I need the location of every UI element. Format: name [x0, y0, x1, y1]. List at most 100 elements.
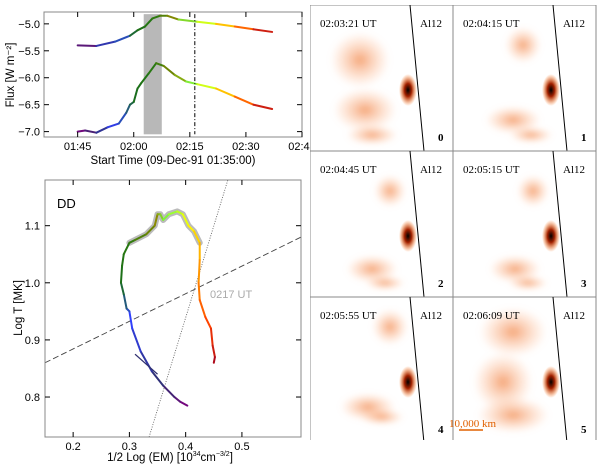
x-tick-label: 0.5	[234, 441, 249, 453]
flux-chart: 01:45 02:00 02:15 02:30 02:45 −5.0 −5.5 −6.0 −6.…	[5, 11, 310, 167]
flux-series-1-segment	[162, 64, 176, 77]
panel-index: 1	[581, 132, 587, 144]
solar-limb-line	[552, 5, 568, 152]
trajectory-segment	[173, 396, 182, 403]
x-tick-label: 02:00	[120, 141, 148, 153]
trajectory-segment	[197, 258, 201, 284]
image-panel-5: 02:06:09 UT Al12 5	[452, 296, 597, 440]
trajectory-segment	[145, 224, 156, 236]
x-tick-label: 0.4	[178, 441, 193, 453]
flare-kernel	[542, 220, 560, 252]
trajectory-segment	[162, 213, 170, 221]
trajectory-segment	[150, 370, 165, 387]
dd-plot-frame	[44, 179, 302, 438]
trajectory-segment	[153, 213, 159, 227]
flux-series-1-segment	[140, 72, 150, 85]
dd-title: DD	[57, 196, 76, 211]
trajectory-segment	[193, 230, 201, 244]
trajectory-segment	[121, 253, 125, 267]
trajectory-segment	[128, 310, 134, 330]
image-panel-4: 02:05:55 UT Al12 4	[310, 296, 454, 440]
dd-ylabel: Log T [MK]	[13, 280, 25, 336]
y-tick-label: −6.5	[18, 100, 40, 112]
trajectory-segment	[119, 264, 124, 284]
y-tick-label: −5.5	[18, 46, 40, 58]
panel-index: 5	[581, 424, 587, 436]
flux-series-0-segment	[136, 25, 146, 32]
dashed-line	[45, 236, 301, 364]
panel-filter: Al12	[420, 18, 442, 30]
emission-image	[330, 32, 398, 145]
flare-kernel	[542, 366, 560, 398]
panel-time: 02:03:21 UT	[320, 18, 377, 30]
trajectory-segment	[209, 327, 214, 347]
image-panels: 02:03:21 UT Al12 0 02:04:15 UT Al12 1 02:04:45…	[310, 5, 597, 440]
panel-filter: Al12	[563, 18, 585, 30]
x-tick-label: 0.2	[65, 441, 80, 453]
emission-image	[485, 27, 553, 143]
flare-kernel	[542, 74, 560, 106]
flux-series-1-segment	[233, 95, 255, 106]
trajectory-segment	[131, 327, 142, 353]
flux-plot-frame	[43, 11, 303, 138]
flare-kernel	[399, 74, 417, 106]
x-tick-label: 02:15	[176, 141, 204, 153]
emission-image	[489, 175, 549, 290]
y-tick-label: −5.0	[18, 19, 40, 31]
solar-limb-line	[409, 296, 425, 440]
flux-series-1-segment	[155, 62, 165, 67]
flux-xlabel: Start Time (09-Dec-91 01:35:00)	[91, 155, 256, 167]
flux-series-0-segment	[233, 25, 255, 31]
trajectory-segment	[119, 281, 125, 296]
trajectory-segment	[162, 384, 176, 399]
trajectory-segment	[167, 210, 179, 216]
trajectory-segment	[134, 233, 148, 241]
flux-series-0-segment	[114, 34, 131, 43]
panel-filter: Al12	[563, 164, 585, 176]
scale-bar-label: 10,000 km	[449, 418, 497, 430]
image-panel-0: 02:03:21 UT Al12 0	[310, 5, 454, 152]
trajectory-segment	[197, 281, 201, 301]
trajectory-segment	[212, 356, 216, 364]
dd-chart: 0.2 0.3 0.4 0.5 0.8 0.9 1.0 1.1 DD 0217 UT 1/2 …	[13, 179, 302, 464]
panel-index: 2	[438, 278, 444, 290]
flux-series	[76, 14, 274, 134]
flux-series-1-segment	[117, 111, 128, 125]
x-tick-label: 02:45	[288, 141, 310, 153]
panel-index: 4	[438, 424, 444, 436]
solar-limb-line	[552, 296, 568, 440]
flare-kernel	[399, 366, 417, 398]
flux-series-1-segment	[84, 129, 98, 134]
flux-series-0-segment	[151, 14, 161, 20]
panel-index: 0	[438, 132, 444, 144]
solar-limb-line	[409, 5, 425, 152]
emission-image	[346, 175, 406, 290]
y-tick-label: −7.0	[18, 127, 40, 139]
dd-trajectory	[119, 208, 216, 407]
plots: 01:45 02:00 02:15 02:30 02:45 −5.0 −5.5 −6.0 −6.…	[5, 11, 310, 464]
y-tick-label: 1.0	[25, 278, 40, 290]
flux-series-1-segment	[185, 80, 199, 86]
flux-series-1-segment	[125, 103, 131, 114]
solar-limb-line	[409, 150, 425, 298]
trajectory-segment	[179, 400, 189, 407]
panel-time: 02:06:09 UT	[463, 310, 520, 322]
solar-limb-line	[552, 150, 568, 298]
panel-time: 02:04:15 UT	[463, 18, 520, 30]
dd-ticks: 0.2 0.3 0.4 0.5 0.8 0.9 1.0 1.1	[25, 180, 301, 453]
flux-series-0-segment	[252, 28, 274, 33]
image-panel-3: 02:05:15 UT Al12 3	[452, 150, 597, 298]
y-tick-label: 0.8	[25, 392, 40, 404]
panel-time: 02:05:15 UT	[463, 164, 520, 176]
panel-filter: Al12	[420, 164, 442, 176]
flux-series-0-segment	[143, 17, 154, 28]
emission-image	[473, 307, 549, 433]
trajectory-segment	[181, 213, 190, 227]
shaded-interval	[143, 14, 162, 135]
panel-filter: Al12	[563, 310, 585, 322]
flux-series-0-segment	[177, 18, 199, 23]
panel-time: 02:04:45 UT	[320, 164, 377, 176]
flux-series-1-segment	[95, 126, 109, 134]
trajectory-segment	[198, 298, 207, 319]
x-tick-label: 0.3	[122, 441, 137, 453]
